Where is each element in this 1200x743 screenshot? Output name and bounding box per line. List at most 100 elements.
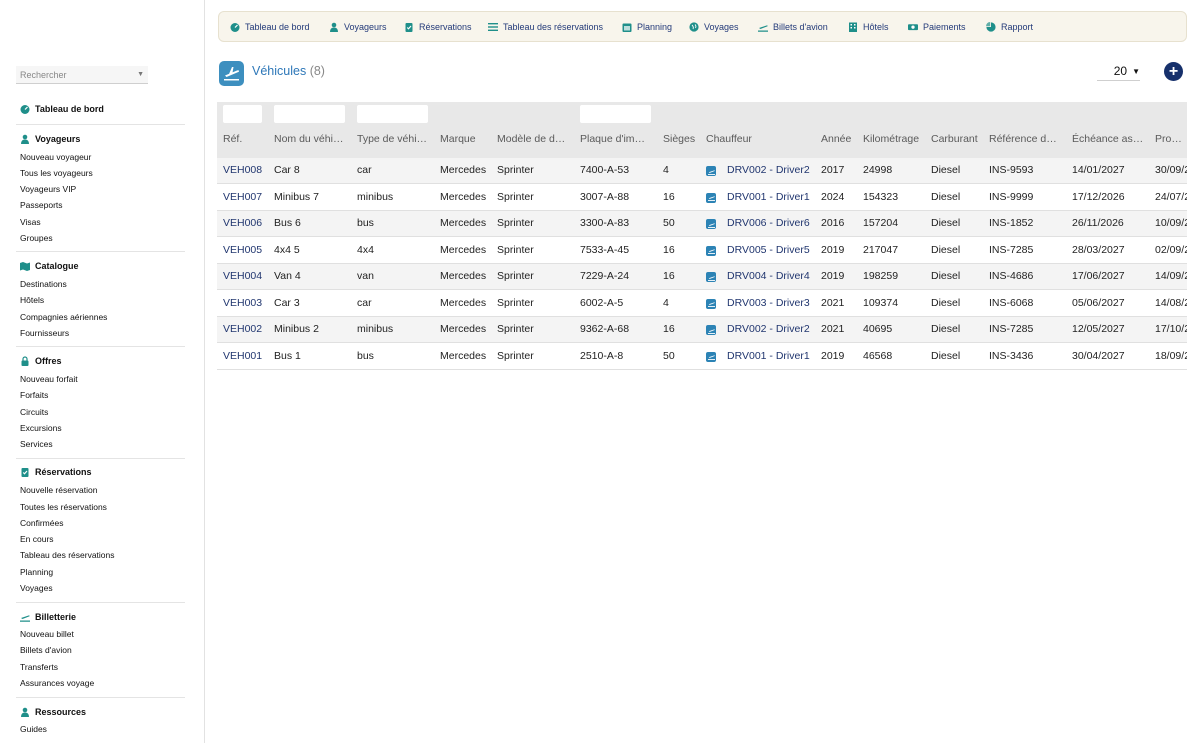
column-header-fuel[interactable]: Carburant xyxy=(931,133,978,145)
nav-rapport[interactable]: Rapport xyxy=(986,12,1033,41)
sidebar-item-planning[interactable]: Planning xyxy=(20,567,54,577)
table-row[interactable]: VEH003 Car 3 car Mercedes Sprinter 6002-A-5 4 D… xyxy=(217,291,1187,317)
table-row[interactable]: VEH008 Car 8 car Mercedes Sprinter 7400-A-53 4… xyxy=(217,158,1187,184)
column-header-plate[interactable]: Plaque d'im… xyxy=(580,133,646,145)
cell-next: 14/08/2 xyxy=(1155,296,1187,309)
filter-type-input[interactable] xyxy=(357,105,428,123)
cell-driver[interactable]: DRV002 - Driver2 xyxy=(727,323,810,335)
sidebar-item-tableau-des-reservations[interactable]: Tableau des réservations xyxy=(20,550,115,560)
column-header-next[interactable]: Procha… xyxy=(1155,133,1187,145)
cell-driver[interactable]: DRV003 - Driver3 xyxy=(727,296,810,309)
sidebar-item-nouveau-forfait[interactable]: Nouveau forfait xyxy=(20,374,78,384)
sidebar-item-forfaits[interactable]: Forfaits xyxy=(20,390,49,400)
sidebar-item-compagnies-aeriennes[interactable]: Compagnies aériennes xyxy=(20,312,108,322)
sidebar-item-voyageurs-vip[interactable]: Voyageurs VIP xyxy=(20,184,77,194)
sidebar-item-voyages[interactable]: Voyages xyxy=(20,583,53,593)
cell-ref[interactable]: VEH002 xyxy=(223,323,263,335)
sidebar-item-assurances-voyage[interactable]: Assurances voyage xyxy=(20,678,95,688)
cell-driver[interactable]: DRV002 - Driver2 xyxy=(727,164,810,176)
sidebar-item-excursions[interactable]: Excursions xyxy=(20,423,62,433)
cell-ref[interactable]: VEH004 xyxy=(223,270,263,282)
top-navigation: Tableau de bord Voyageurs Réservations T… xyxy=(218,11,1187,42)
sidebar-item-groupes[interactable]: Groupes xyxy=(20,233,53,243)
sidebar-item-nouvelle-reservation[interactable]: Nouvelle réservation xyxy=(20,485,98,495)
column-header-insurance-ref[interactable]: Référence d… xyxy=(989,133,1057,145)
filter-plate-input[interactable] xyxy=(580,105,651,123)
table-row[interactable]: VEH001 Bus 1 bus Mercedes Sprinter 2510-A-8 50… xyxy=(217,344,1187,370)
nav-voyages[interactable]: Voyages xyxy=(689,12,739,41)
page-size-select[interactable]: 20 ▼ xyxy=(1097,62,1140,81)
table-row[interactable]: VEH006 Bus 6 bus Mercedes Sprinter 3300-A-83 5… xyxy=(217,211,1187,237)
column-header-insurance-due[interactable]: Échéance as… xyxy=(1072,133,1144,145)
cell-name: Van 4 xyxy=(274,270,301,282)
sidebar-item-toutes-les-reservations[interactable]: Toutes les réservations xyxy=(20,502,107,512)
sidebar-item-services[interactable]: Services xyxy=(20,439,53,449)
sidebar-item-passeports[interactable]: Passeports xyxy=(20,200,63,210)
cell-ref[interactable]: VEH007 xyxy=(223,190,263,203)
add-vehicle-button[interactable]: + xyxy=(1164,62,1183,81)
sidebar-item-fournisseurs[interactable]: Fournisseurs xyxy=(20,328,70,338)
cell-driver[interactable]: DRV006 - Driver6 xyxy=(727,217,810,229)
cell-ref[interactable]: VEH003 xyxy=(223,296,263,309)
sidebar-item-tous-les-voyageurs[interactable]: Tous les voyageurs xyxy=(20,168,93,178)
nav-hotels[interactable]: Hôtels xyxy=(848,12,889,41)
nav-billets-davion[interactable]: Billets d'avion xyxy=(758,12,828,41)
sidebar-section-offres[interactable]: Offres xyxy=(20,354,62,368)
chevron-down-icon[interactable]: ▼ xyxy=(137,71,144,78)
column-header-driver[interactable]: Chauffeur xyxy=(706,133,752,145)
nav-tableau-des-reservations[interactable]: Tableau des réservations xyxy=(488,12,603,41)
cell-ref[interactable]: VEH008 xyxy=(223,164,263,176)
sidebar-section-billetterie[interactable]: Billetterie xyxy=(20,610,76,624)
sidebar-section-ressources[interactable]: Ressources xyxy=(20,705,86,719)
sidebar-item-destinations[interactable]: Destinations xyxy=(20,279,67,289)
nav-voyageurs[interactable]: Voyageurs xyxy=(329,12,387,41)
sidebar-item-circuits[interactable]: Circuits xyxy=(20,407,49,417)
sidebar-section-voyageurs[interactable]: Voyageurs xyxy=(20,132,80,146)
table-row[interactable]: VEH007 Minibus 7 minibus Mercedes Sprinter 30… xyxy=(217,185,1187,211)
search-input[interactable]: Rechercher ▼ xyxy=(16,66,148,84)
sidebar-item-visas[interactable]: Visas xyxy=(20,217,41,227)
cell-ref[interactable]: VEH005 xyxy=(223,243,263,256)
column-header-name[interactable]: Nom du véhi… xyxy=(274,133,344,145)
column-header-year[interactable]: Année xyxy=(821,133,852,145)
cell-year: 2016 xyxy=(821,217,845,229)
sidebar-item-confirmees[interactable]: Confirmées xyxy=(20,518,64,528)
filter-ref-input[interactable] xyxy=(223,105,262,123)
sidebar-item-transferts[interactable]: Transferts xyxy=(20,662,58,672)
column-header-mileage[interactable]: Kilométrage xyxy=(863,133,920,145)
sidebar-section-reservations[interactable]: Réservations xyxy=(20,465,92,479)
cell-ref[interactable]: VEH001 xyxy=(223,349,263,362)
column-header-type[interactable]: Type de véhi… xyxy=(357,133,428,145)
sidebar-item-hotels[interactable]: Hôtels xyxy=(20,295,45,305)
cell-mileage: 40695 xyxy=(863,323,893,335)
nav-tableau-de-bord[interactable]: Tableau de bord xyxy=(230,12,310,41)
cell-model: Sprinter xyxy=(497,349,534,362)
cell-next: 17/10/2 xyxy=(1155,323,1187,335)
column-header-seats[interactable]: Sièges xyxy=(663,133,696,145)
sidebar-section-catalogue[interactable]: Catalogue xyxy=(20,259,79,273)
cell-driver[interactable]: DRV001 - Driver1 xyxy=(727,349,810,362)
cell-driver[interactable]: DRV001 - Driver1 xyxy=(727,190,810,203)
sidebar-item-guides[interactable]: Guides xyxy=(20,724,47,734)
nav-planning[interactable]: Planning xyxy=(622,12,672,41)
column-header-ref[interactable]: Réf. xyxy=(223,133,243,145)
filter-name-input[interactable] xyxy=(274,105,345,123)
table-row[interactable]: VEH002 Minibus 2 minibus Mercedes Sprinter 93… xyxy=(217,317,1187,343)
cell-driver[interactable]: DRV004 - Driver4 xyxy=(727,270,810,282)
cell-insurance-due: 17/06/2027 xyxy=(1072,270,1125,282)
sidebar-item-billets-davion[interactable]: Billets d'avion xyxy=(20,645,72,655)
column-header-model[interactable]: Modèle de d… xyxy=(497,133,566,145)
cell-ref[interactable]: VEH006 xyxy=(223,217,263,229)
sidebar-item-nouveau-billet[interactable]: Nouveau billet xyxy=(20,629,74,639)
table-row[interactable]: VEH004 Van 4 van Mercedes Sprinter 7229-A-24 1… xyxy=(217,264,1187,290)
cell-driver[interactable]: DRV005 - Driver5 xyxy=(727,243,810,256)
sidebar-item-en-cours[interactable]: En cours xyxy=(20,534,54,544)
nav-paiements[interactable]: Paiements xyxy=(908,12,966,41)
cell-year: 2024 xyxy=(821,190,845,203)
sidebar-item-dashboard[interactable]: Tableau de bord xyxy=(20,102,104,116)
table-row[interactable]: VEH005 4x4 5 4x4 Mercedes Sprinter 7533-A-45 1… xyxy=(217,238,1187,264)
sidebar-item-nouveau-voyageur[interactable]: Nouveau voyageur xyxy=(20,152,92,162)
column-header-brand[interactable]: Marque xyxy=(440,133,476,145)
cell-name: Car 8 xyxy=(274,164,300,176)
nav-reservations[interactable]: Réservations xyxy=(404,12,472,41)
